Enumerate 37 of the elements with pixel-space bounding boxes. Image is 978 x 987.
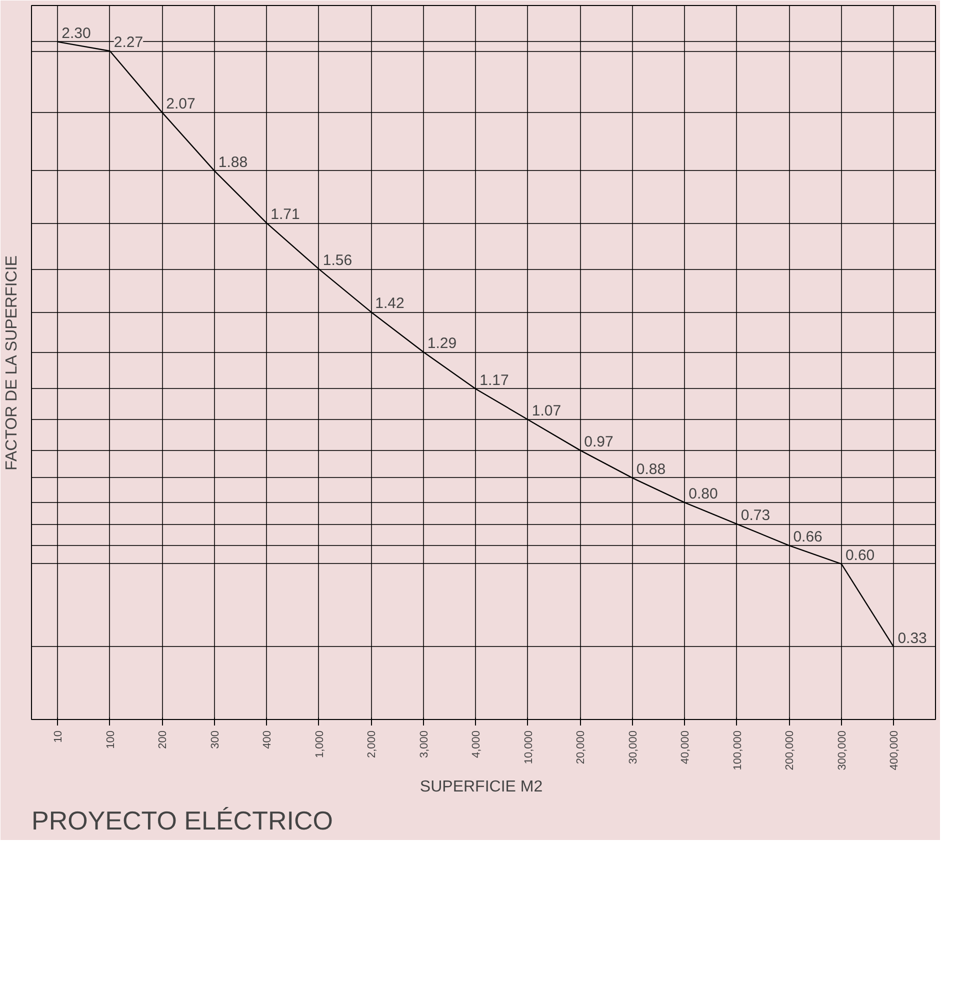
data-label: 1.88 xyxy=(218,154,248,171)
x-tick-label: 20,000 xyxy=(575,730,588,764)
x-tick-label: 1,000 xyxy=(314,730,326,758)
data-label: 1.29 xyxy=(427,335,457,352)
x-tick-label: 100 xyxy=(104,730,117,749)
data-label: 0.60 xyxy=(845,546,875,564)
x-tick-label: 40,000 xyxy=(680,730,692,764)
x-tick-label: 3,000 xyxy=(418,730,430,758)
x-tick-label: 300 xyxy=(209,730,222,749)
data-label: 1.42 xyxy=(375,295,404,312)
data-label: 0.88 xyxy=(636,460,666,478)
data-label: 2.07 xyxy=(166,95,196,112)
x-tick-label: 4,000 xyxy=(470,730,483,758)
x-tick-label: 200 xyxy=(157,730,170,749)
data-label: 0.80 xyxy=(688,486,718,503)
x-tick-label: 400,000 xyxy=(888,730,901,770)
x-tick-label: 30,000 xyxy=(627,730,640,764)
data-label: 2.27 xyxy=(114,34,144,52)
x-tick-label: 2,000 xyxy=(366,730,378,758)
x-tick-label: 400 xyxy=(262,730,274,749)
data-label: 0.33 xyxy=(898,630,927,647)
x-tick-label: 10,000 xyxy=(522,730,535,764)
x-tick-label: 200,000 xyxy=(784,730,796,770)
data-label: 0.73 xyxy=(740,507,770,524)
x-axis-title: SUPERFICIE M2 xyxy=(420,778,543,796)
data-label: 1.56 xyxy=(322,252,352,270)
data-label: 0.97 xyxy=(584,433,614,450)
data-label: 1.71 xyxy=(270,206,300,224)
y-axis-title: FACTOR DE LA SUPERFICIE xyxy=(4,256,20,470)
data-label: 1.17 xyxy=(480,372,509,389)
data-label: 2.30 xyxy=(62,24,91,42)
data-label: 1.07 xyxy=(532,402,562,420)
text: PROYECTO ELÉCTRICO xyxy=(32,806,333,836)
x-tick-label: 10 xyxy=(52,730,65,743)
data-label: 0.66 xyxy=(793,528,822,546)
x-tick-label: 300,000 xyxy=(836,730,848,770)
x-tick-label: 100,000 xyxy=(732,730,744,770)
